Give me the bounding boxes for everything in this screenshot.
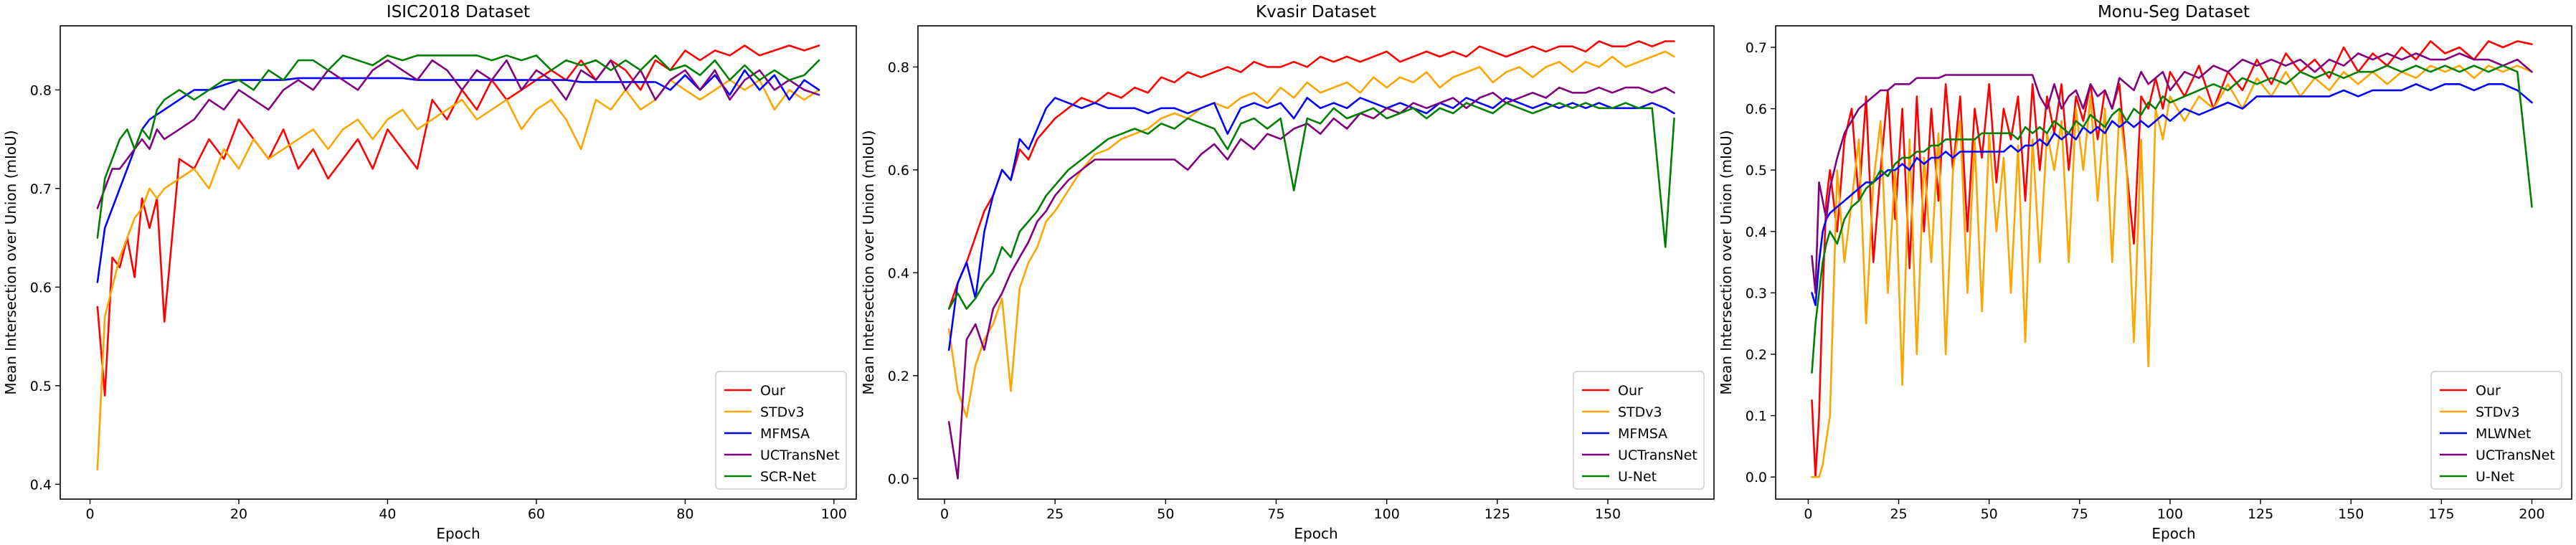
- y-tick-label: 0.5: [30, 379, 52, 394]
- plot-lines: [96, 44, 820, 471]
- y-tick-label: 0.2: [1746, 347, 1767, 363]
- plot-lines: [947, 40, 1675, 480]
- x-axis-label: Epoch: [436, 525, 480, 542]
- x-tick-label: 100: [821, 506, 847, 522]
- series-line-stdv3: [96, 79, 820, 471]
- y-tick-label: 0.7: [30, 181, 52, 197]
- x-tick-label: 20: [230, 506, 247, 522]
- legend-box: [1573, 371, 1705, 490]
- chart-title: Monu-Seg Dataset: [2098, 3, 2250, 22]
- legend-entry: STDv3: [2476, 404, 2520, 420]
- legend-entry: SCR-Net: [760, 469, 816, 485]
- y-tick-label: 0.4: [1746, 224, 1767, 240]
- chart-panel-1: 0 20 40 60 80 100 0.4 0.5 0.6 0.7 0.8 ISIC2018 Data…: [2, 3, 857, 542]
- y-tick-label: 0.6: [1746, 102, 1767, 118]
- y-tick-label: 0.5: [1746, 163, 1767, 179]
- legend: Our STDv3 MLWNet UCTransNet U-Net: [2430, 371, 2562, 490]
- y-tick-label: 0.8: [30, 82, 52, 98]
- legend-box: [715, 371, 847, 490]
- x-axis-label: Epoch: [1294, 525, 1337, 542]
- x-tick-label: 100: [2157, 506, 2183, 522]
- axes-frame: [1775, 25, 2572, 500]
- series-line-stdv3: [947, 50, 1675, 418]
- x-tick-label: 75: [2071, 506, 2088, 522]
- x-tick-label: 50: [1981, 506, 1998, 522]
- series-line-u-net: [947, 102, 1675, 310]
- legend-entry: Our: [760, 383, 785, 399]
- legend-box: [2430, 371, 2562, 490]
- y-tick-label: 0.8: [888, 60, 909, 75]
- series-line-uctransnet: [96, 59, 820, 209]
- y-tick-label: 0.4: [30, 477, 52, 493]
- legend: Our STDv3 MFMSA UCTransNet SCR-Net: [715, 371, 847, 490]
- series-line-mfmsa: [947, 97, 1675, 351]
- chart-panel-3: 0 25 50 75 100 125 150 175 200 0.0 0.1 0.2 0.3 0.4 0.5…: [1718, 3, 2572, 542]
- series-line-mfmsa: [96, 69, 820, 283]
- legend-entry: MFMSA: [760, 426, 810, 442]
- series-line-uctransnet: [947, 86, 1675, 480]
- legend-entry: U-Net: [2476, 469, 2514, 485]
- axes-frame: [60, 25, 857, 500]
- chart-panel-2: 0 25 50 75 100 125 150 0.0 0.2 0.4 0.6 0.8 Kvasir Da…: [860, 3, 1715, 542]
- x-axis-label: Epoch: [2151, 525, 2195, 542]
- x-tick-label: 25: [1046, 506, 1064, 522]
- legend-entry: STDv3: [1618, 404, 1662, 420]
- chart-title: Kvasir Dataset: [1256, 3, 1376, 22]
- x-tick-label: 0: [1804, 506, 1812, 522]
- x-tick-label: 100: [1374, 506, 1400, 522]
- y-tick-label: 0.0: [888, 471, 909, 487]
- y-tick-label: 0.6: [30, 280, 52, 295]
- series-line-our: [947, 40, 1675, 310]
- y-tick-label: 0.1: [1746, 409, 1767, 425]
- axes-frame: [917, 25, 1715, 500]
- legend-entry: U-Net: [1618, 469, 1657, 485]
- x-tick-label: 0: [85, 506, 94, 522]
- series-line-u-net: [1811, 65, 2533, 374]
- y-tick-label: 0.3: [1746, 285, 1767, 301]
- x-tick-label: 25: [1890, 506, 1907, 522]
- x-tick-label: 200: [2519, 506, 2544, 522]
- x-tick-label: 175: [2428, 506, 2454, 522]
- legend: Our STDv3 MFMSA UCTransNet U-Net: [1573, 371, 1705, 490]
- series-line-uctransnet: [1811, 52, 2533, 294]
- x-tick-label: 75: [1267, 506, 1284, 522]
- y-axis-label: Mean Intersection over Union (mIoU): [860, 130, 877, 394]
- series-line-our: [96, 44, 820, 397]
- x-tick-label: 125: [1484, 506, 1510, 522]
- y-tick-label: 0.4: [888, 265, 909, 281]
- x-tick-label: 80: [676, 506, 693, 522]
- legend-entry: STDv3: [760, 404, 805, 420]
- chart-title: ISIC2018 Dataset: [387, 3, 530, 22]
- legend-entry: MFMSA: [1618, 426, 1667, 442]
- legend-entry: UCTransNet: [2476, 447, 2555, 463]
- series-line-scr-net: [96, 54, 820, 239]
- y-tick-label: 0.7: [1746, 40, 1767, 56]
- x-tick-label: 0: [940, 506, 949, 522]
- y-tick-label: 0.6: [888, 163, 909, 179]
- x-tick-label: 40: [379, 506, 396, 522]
- series-line-our: [1811, 40, 2533, 478]
- legend-entry: UCTransNet: [760, 447, 840, 463]
- x-tick-label: 125: [2248, 506, 2273, 522]
- legend-entry: MLWNet: [2476, 426, 2531, 442]
- y-tick-label: 0.0: [1746, 470, 1767, 485]
- x-tick-label: 50: [1157, 506, 1174, 522]
- series-line-mlwnet: [1811, 83, 2533, 306]
- y-axis-label: Mean Intersection over Union (mIoU): [2, 130, 19, 394]
- x-tick-label: 60: [528, 506, 545, 522]
- series-line-stdv3: [1811, 65, 2533, 478]
- y-tick-label: 0.2: [888, 369, 909, 384]
- legend-entry: Our: [1618, 383, 1643, 399]
- x-tick-label: 150: [2338, 506, 2364, 522]
- x-tick-label: 150: [1595, 506, 1621, 522]
- y-axis-label: Mean Intersection over Union (mIoU): [1718, 130, 1735, 394]
- legend-entry: Our: [2476, 383, 2501, 399]
- plot-lines: [1811, 40, 2533, 478]
- legend-entry: UCTransNet: [1618, 447, 1697, 463]
